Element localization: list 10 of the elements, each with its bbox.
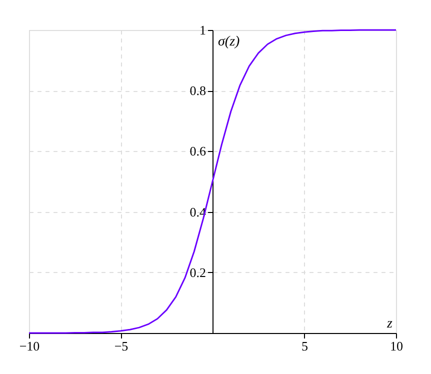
y-tick-label: 0.8 (190, 83, 206, 98)
y-tick-label: 0.2 (190, 264, 206, 280)
y-tick-label: 0.6 (190, 144, 206, 159)
x-axis-title: z (386, 316, 394, 332)
y-axis-title: σ(z) (218, 34, 240, 50)
x-tick-label: 5 (302, 338, 308, 354)
y-tick-label: 1 (200, 22, 206, 38)
x-tick-label: −5 (114, 338, 128, 354)
x-tick-label: 10 (390, 338, 403, 354)
x-tick-label: −10 (19, 338, 40, 354)
